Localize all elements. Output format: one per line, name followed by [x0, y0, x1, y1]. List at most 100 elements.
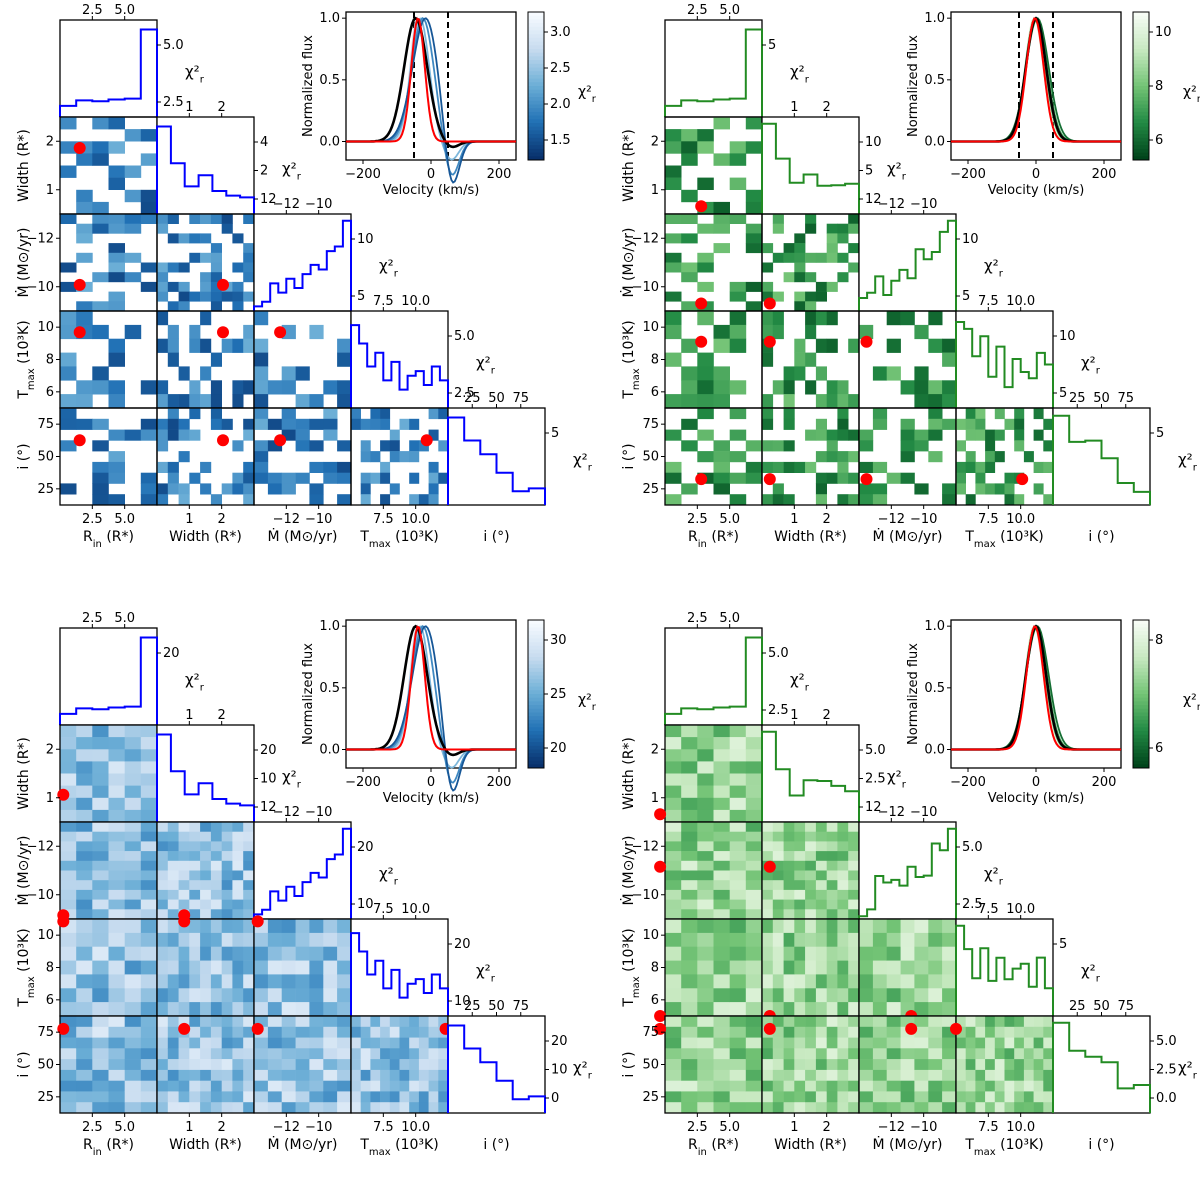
- chi-square-axis-label: χ²r: [1178, 1059, 1198, 1082]
- heatmap-pixel: [762, 291, 774, 302]
- colorbar-tick-label: 6: [1155, 133, 1163, 148]
- heatmap-pixel: [140, 1037, 158, 1049]
- heatmap-pixel: [815, 494, 827, 506]
- heatmap-pixel: [92, 223, 109, 234]
- heatmap-pixel: [210, 1080, 222, 1092]
- heatmap-pixel: [221, 909, 233, 920]
- heatmap-pixel: [200, 252, 212, 263]
- heatmap-pixel: [697, 223, 714, 234]
- heatmap-pixel: [815, 831, 827, 842]
- heatmap-pixel: [772, 223, 784, 234]
- heatmap-pixel: [729, 1059, 747, 1071]
- heatmap-pixel: [189, 1069, 201, 1081]
- histogram-right-tick-label: 12: [865, 192, 882, 207]
- heatmap-pixel: [157, 338, 169, 353]
- heatmap-pixel: [360, 1091, 371, 1103]
- colorbar-segment: [1133, 731, 1149, 736]
- heatmap-pixel: [805, 1080, 817, 1092]
- heatmap-pixel: [60, 1080, 77, 1092]
- colorbar-segment: [1133, 649, 1149, 654]
- heatmap-pixel: [859, 324, 874, 340]
- label-unit: (°): [16, 443, 32, 465]
- colorbar-tick-label: 8: [1155, 633, 1163, 648]
- heatmap-pixel: [837, 1037, 849, 1049]
- heatmap-pixel: [872, 1048, 888, 1060]
- heatmap-pixel: [323, 932, 338, 948]
- heatmap-pixel: [76, 870, 93, 881]
- heatmap-pixel: [200, 338, 212, 353]
- heatmap-pixel: [281, 1026, 296, 1038]
- heatmap-pixel: [886, 1102, 901, 1114]
- heatmap-pixel: [848, 1016, 860, 1028]
- heatmap-pixel: [178, 831, 190, 842]
- heatmap-pixel: [140, 797, 158, 811]
- heatmap-pixel: [805, 988, 817, 1003]
- heatmap-pixel: [942, 1048, 957, 1060]
- heatmap-pixel: [697, 749, 714, 762]
- colorbar-segment: [528, 723, 544, 728]
- chi-subscript: r: [1096, 365, 1101, 376]
- heatmap-pixel: [985, 451, 996, 463]
- histogram-frame: [858, 213, 957, 312]
- heatmap-pixel: [167, 1048, 179, 1060]
- heatmap-pixel: [745, 851, 763, 862]
- heatmap-pixel: [295, 1037, 310, 1049]
- chi-subscript: r: [592, 702, 597, 713]
- heatmap-pixel: [108, 1080, 125, 1092]
- histogram-right-tick-label: 5: [357, 289, 365, 304]
- heatmap-pixel: [243, 899, 255, 910]
- chi-subscript: r: [1193, 462, 1198, 473]
- heatmap-pixel: [243, 291, 255, 302]
- heatmap-pixel: [428, 1048, 439, 1060]
- heatmap-pixel: [76, 851, 93, 862]
- y-axis-label-incl: i (°): [621, 443, 637, 469]
- histogram-right-tick-label: 2.5: [768, 703, 789, 718]
- heatmap-pixel: [859, 1069, 874, 1081]
- colorbar-segment: [1133, 697, 1149, 702]
- heatmap-pixel: [108, 1026, 125, 1038]
- heatmap-pixel: [805, 1026, 817, 1038]
- heatmap-pixel: [815, 338, 827, 353]
- heatmap-pixel: [794, 1002, 806, 1017]
- histogram-right-tick-label: 2.5: [1156, 1063, 1177, 1078]
- heatmap-pixel: [665, 974, 682, 989]
- heatmap-pixel: [281, 408, 296, 420]
- heatmap-pixel: [1043, 1080, 1054, 1092]
- label-subscript: max: [369, 539, 391, 550]
- heatmap-pixel: [837, 1059, 849, 1071]
- heatmap-pixel: [140, 153, 158, 166]
- heatmap-pixel: [210, 394, 222, 409]
- heatmap-pixel: [783, 919, 795, 934]
- heatmap-pixel: [697, 974, 714, 989]
- x-axis-label-width: Width (R*): [169, 1137, 242, 1153]
- colorbar-segment: [1133, 145, 1149, 150]
- heatmap-pixel: [975, 418, 986, 430]
- heatmap-pixel: [254, 472, 269, 484]
- profile-frame: [950, 11, 1122, 161]
- heatmap-pixel: [900, 1080, 915, 1092]
- heatmap-pixel: [837, 932, 849, 948]
- heatmap-pixel: [848, 974, 860, 989]
- chi-square-axis-label: χ²r: [1081, 354, 1101, 377]
- heatmap-pixel: [124, 725, 142, 738]
- heatmap-pixel: [76, 974, 93, 989]
- label-unit: (°): [1092, 529, 1114, 545]
- histogram-line-mdot: [253, 827, 352, 919]
- heatmap-pixel: [167, 1037, 179, 1049]
- heatmap-pixel: [92, 483, 109, 495]
- heatmap-pixel: [815, 988, 827, 1003]
- heatmap-pixel: [167, 1026, 179, 1038]
- heatmap-pixel: [157, 974, 169, 989]
- heatmap-pixel: [783, 889, 795, 900]
- heatmap-pixel: [92, 1069, 109, 1081]
- heatmap-pixel: [914, 1002, 929, 1017]
- label-unit: (10³K): [621, 320, 637, 368]
- heatmap-pixel: [805, 1069, 817, 1081]
- colorbar-segment: [528, 49, 544, 54]
- histogram-right-tick-label: 12: [260, 800, 277, 815]
- heatmap-pixel: [337, 919, 352, 934]
- heatmap-pixel: [681, 380, 698, 395]
- histogram-top-tick-label: 10.0: [401, 902, 430, 917]
